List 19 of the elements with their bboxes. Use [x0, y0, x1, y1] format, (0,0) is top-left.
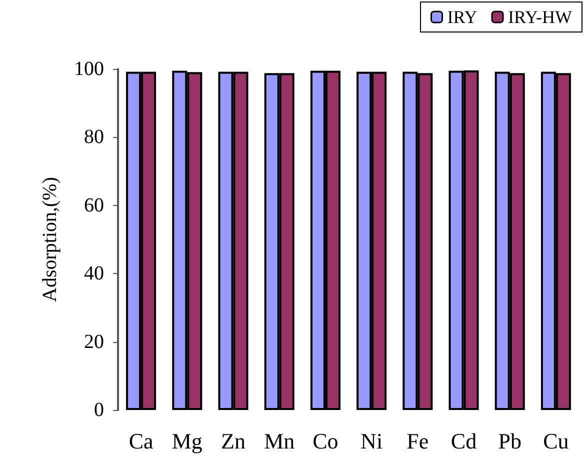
y-tick-label: 80 [84, 126, 104, 148]
y-tick-label: 40 [84, 262, 104, 285]
x-tick-label: Ni [360, 428, 383, 454]
legend-label: IRY [447, 7, 478, 27]
x-tick-label: Mg [172, 428, 202, 454]
y-tick-label: 20 [84, 330, 104, 353]
x-tick-label: Zn [221, 428, 246, 454]
x-tick-label: Ca [128, 428, 154, 454]
y-axis-title: Adsorption,(%) [39, 177, 61, 302]
x-tick-label: Co [312, 428, 338, 454]
x-tick-label: Fe [406, 428, 429, 454]
y-tick-label: 100 [74, 58, 104, 80]
legend-label: IRY-HW [508, 7, 572, 27]
y-tick-label: 60 [84, 194, 104, 216]
x-tick-label: Cd [450, 428, 477, 454]
x-tick-label: Pb [498, 428, 522, 454]
x-tick-label: Mn [264, 428, 295, 454]
y-tick-label: 0 [94, 399, 104, 421]
x-tick-label: Cu [543, 428, 569, 454]
